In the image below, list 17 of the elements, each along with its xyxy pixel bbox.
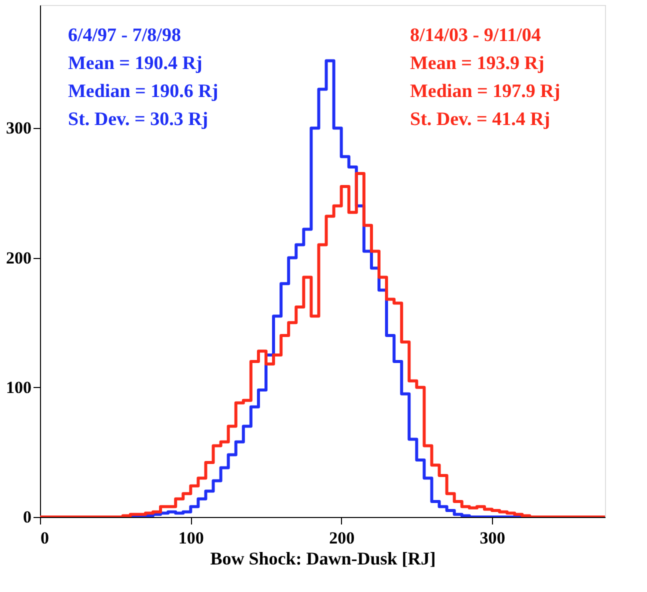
annotation: St. Dev. = 41.4 Rj bbox=[410, 109, 550, 130]
x-axis-title: Bow Shock: Dawn-Dusk [RJ] bbox=[210, 548, 436, 568]
annotation: Mean = 193.9 Rj bbox=[410, 53, 544, 74]
x-tick-label: 300 bbox=[480, 528, 506, 548]
y-tick-label: 0 bbox=[23, 508, 32, 526]
y-tick-label: 200 bbox=[6, 248, 32, 268]
annotation: Median = 197.9 Rj bbox=[410, 81, 560, 102]
y-tick-label: 300 bbox=[6, 118, 32, 138]
x-tick-label: 200 bbox=[329, 528, 355, 548]
annotation: Mean = 190.4 Rj bbox=[68, 53, 202, 74]
annotation: St. Dev. = 30.3 Rj bbox=[68, 109, 208, 130]
text: 6/4/97 - 7/8/98 bbox=[68, 25, 181, 46]
text: 8/14/03 - 9/11/04 bbox=[410, 25, 542, 46]
y-tick-label: 100 bbox=[6, 378, 32, 397]
x-tick-label: 0 bbox=[40, 528, 49, 548]
x-tick-label: 100 bbox=[178, 528, 204, 548]
annotation: Median = 190.6 Rj bbox=[68, 81, 218, 102]
